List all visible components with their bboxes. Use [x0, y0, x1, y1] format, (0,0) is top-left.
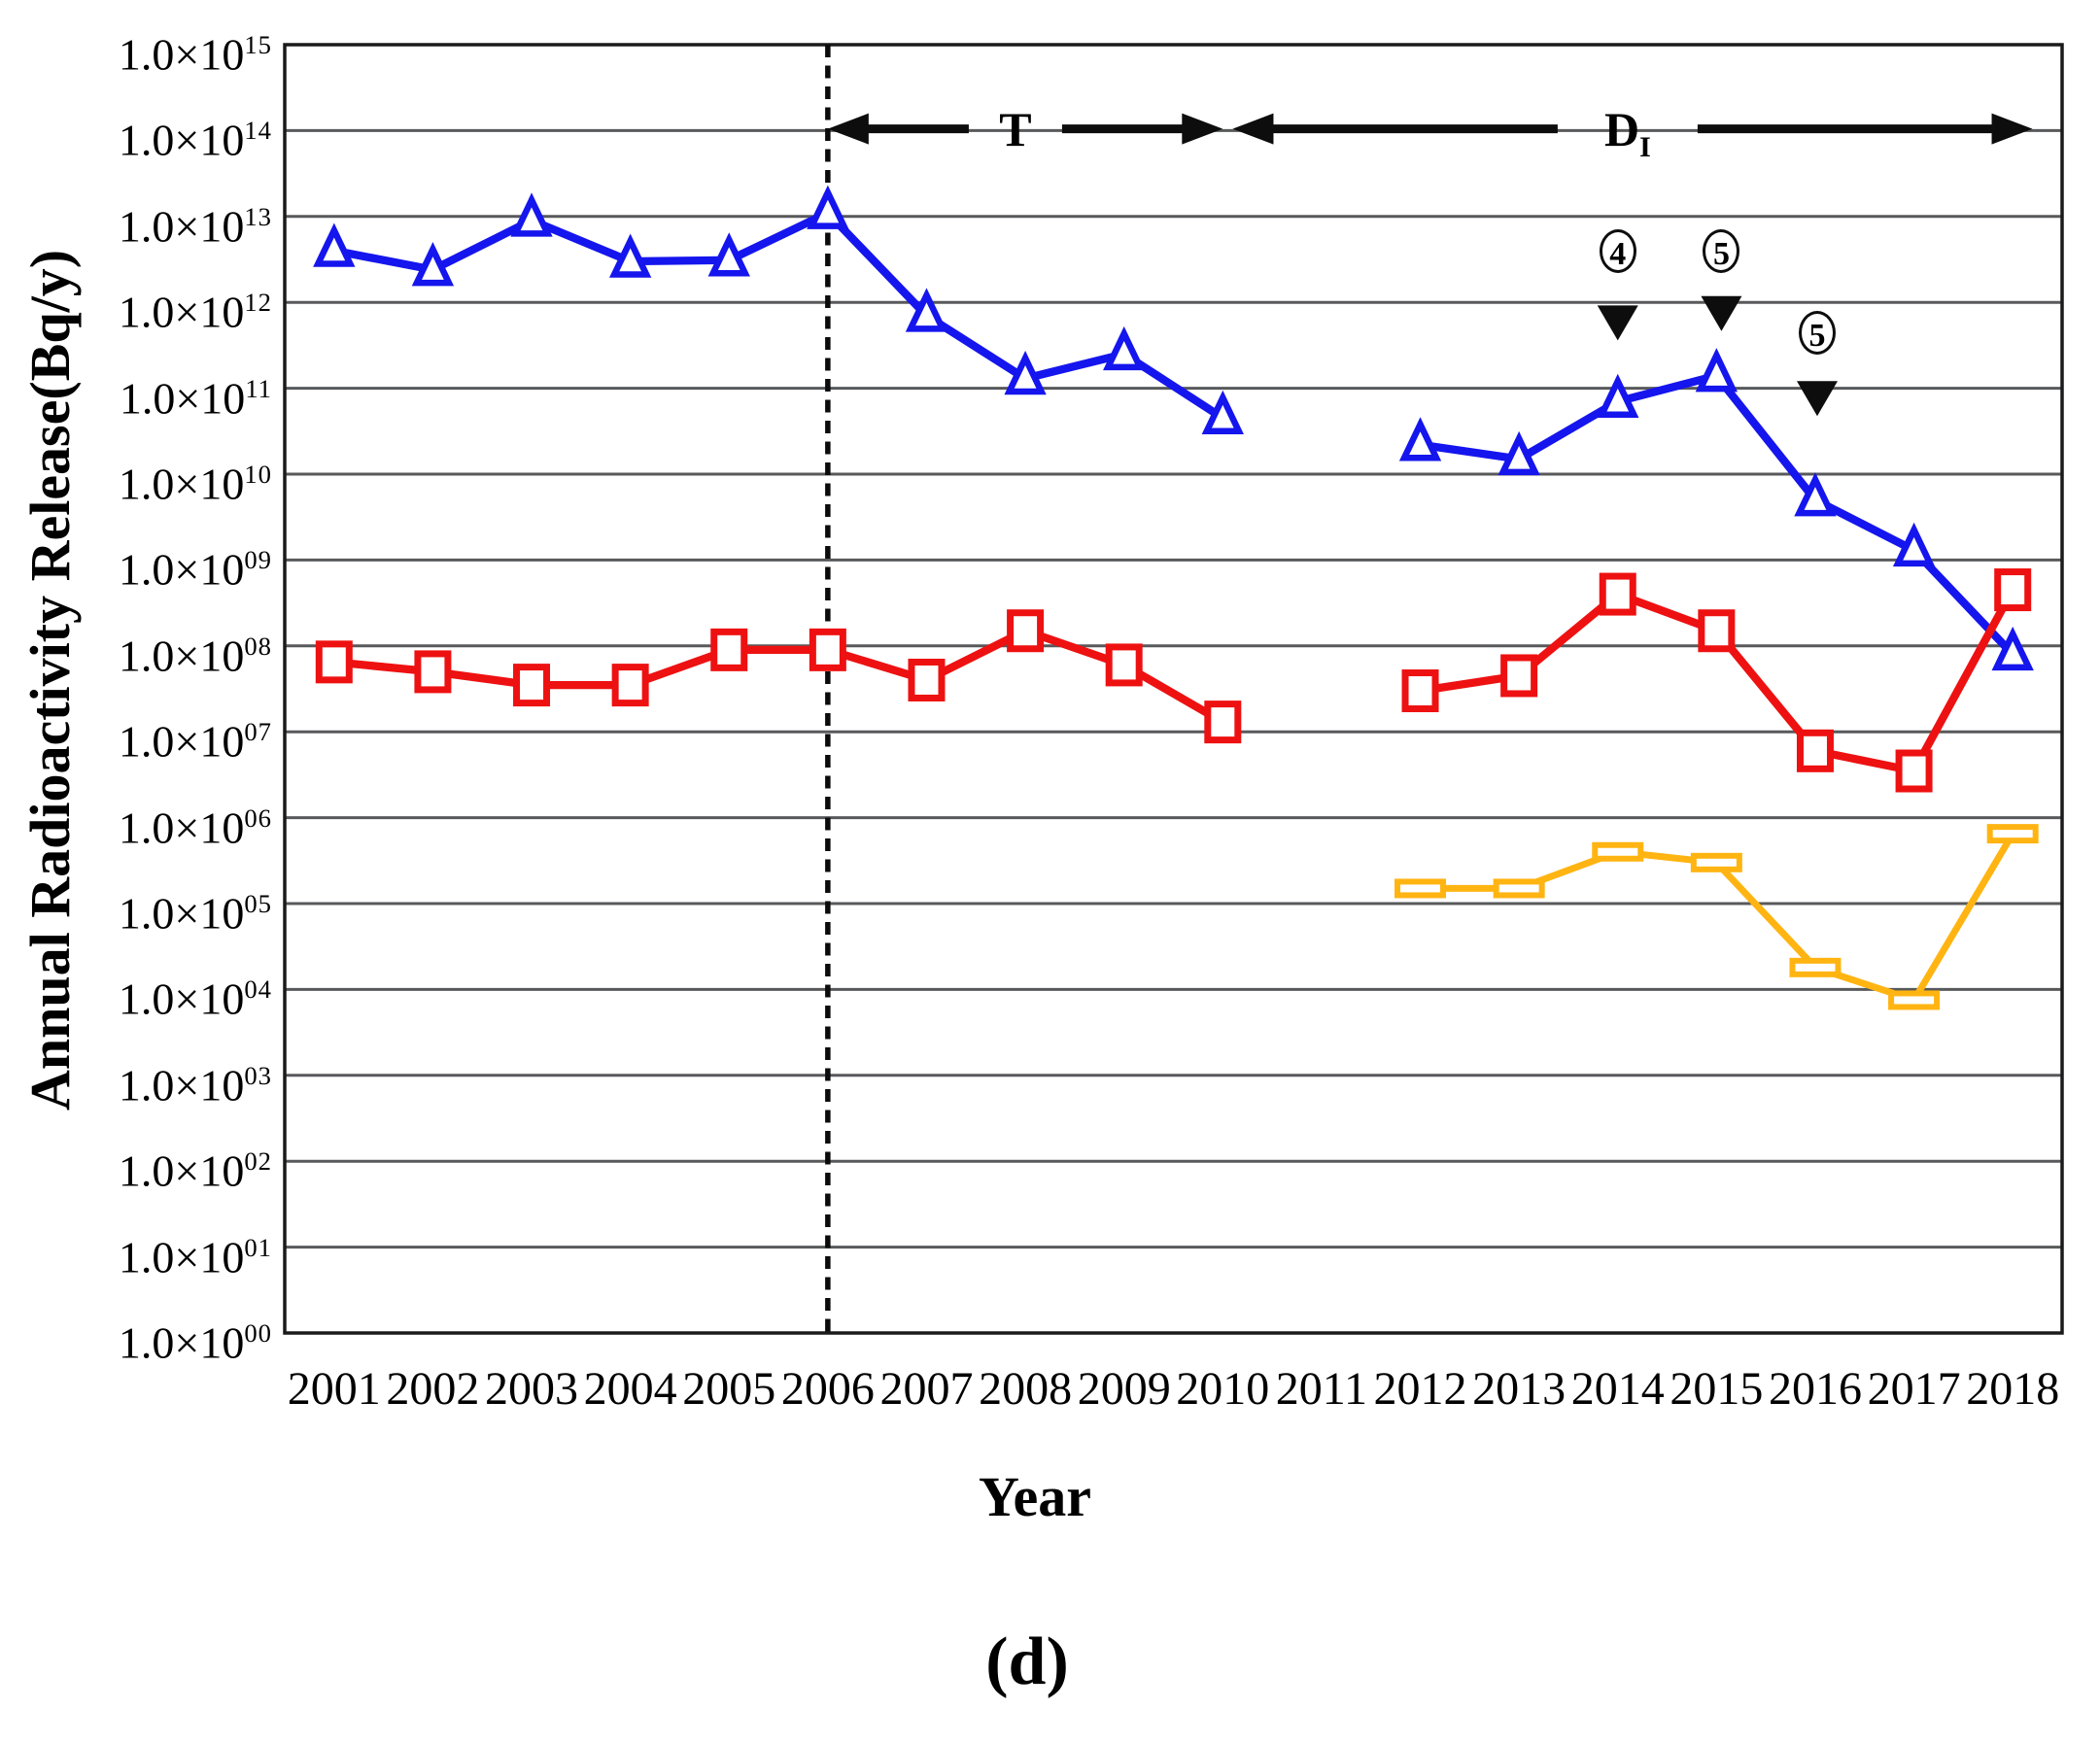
- x-axis-tick-label: 2014: [1570, 1363, 1665, 1415]
- data-point-square: [908, 658, 946, 701]
- circled-number-annotation: 4: [1599, 228, 1636, 273]
- y-axis-tick-label: 1.0×1007: [118, 716, 272, 767]
- y-axis-tick-label: 1.0×1004: [118, 974, 272, 1024]
- plot-border: [283, 43, 2064, 1335]
- y-axis-tick-label: 1.0×1008: [118, 631, 272, 681]
- pointer-down-triangle-icon: [1597, 305, 1638, 341]
- data-point-dash: [1592, 841, 1644, 862]
- data-point-triangle: [1103, 325, 1146, 371]
- data-point-square: [1007, 609, 1045, 653]
- x-axis-tick-label: 2013: [1472, 1363, 1566, 1415]
- x-axis-tick-label: 2001: [287, 1363, 381, 1415]
- data-point-square: [1796, 729, 1834, 772]
- data-point-triangle: [1892, 522, 1936, 567]
- data-point-dash: [1493, 878, 1545, 899]
- x-axis-tick-label: 2016: [1768, 1363, 1862, 1415]
- x-axis-tick-label: 2004: [583, 1363, 677, 1415]
- arrowhead-right: [1991, 113, 2033, 145]
- x-axis-tick-label: 2012: [1373, 1363, 1467, 1415]
- data-point-square: [315, 640, 353, 684]
- x-axis-tick-label: 2009: [1077, 1363, 1171, 1415]
- y-axis-tick-label: 1.0×1009: [118, 544, 272, 595]
- x-axis-tick-label: 2006: [780, 1363, 875, 1415]
- y-axis-tick-label: 1.0×1012: [118, 287, 272, 337]
- x-axis-tick-label: 2005: [682, 1363, 776, 1415]
- y-axis-tick-label: 1.0×1001: [118, 1231, 272, 1282]
- x-axis-tick-label: 2017: [1867, 1363, 1961, 1415]
- y-axis-tick-label: 1.0×1003: [118, 1060, 272, 1111]
- pointer-down-triangle-icon: [1797, 381, 1839, 417]
- data-point-triangle: [905, 288, 948, 332]
- data-point-triangle: [1004, 350, 1047, 395]
- data-point-triangle: [608, 233, 652, 278]
- circled-number-annotation: 5: [1799, 310, 1836, 355]
- data-point-triangle: [313, 222, 356, 267]
- x-axis-tick-label: 2008: [979, 1363, 1073, 1415]
- data-point-triangle: [707, 232, 750, 277]
- data-point-triangle: [411, 242, 455, 287]
- data-point-triangle: [1991, 626, 2034, 671]
- arrowhead-left: [1232, 113, 1274, 145]
- y-axis-tick-label: 1.0×1011: [119, 372, 272, 423]
- x-axis-tick-label: 2015: [1670, 1363, 1764, 1415]
- y-axis-tick-label: 1.0×1005: [118, 888, 272, 939]
- arrowhead-right: [1182, 113, 1223, 145]
- blue-triangle-series-line: [333, 208, 1225, 422]
- data-point-triangle: [1597, 373, 1639, 419]
- data-point-dash: [1888, 990, 1941, 1010]
- data-point-square: [1895, 749, 1933, 793]
- x-axis-tick-label: 2007: [879, 1363, 974, 1415]
- x-axis-tick-label: 2010: [1176, 1363, 1270, 1415]
- y-axis-tick-label: 1.0×1010: [118, 459, 272, 509]
- y-axis-tick-label: 1.0×1014: [118, 115, 272, 165]
- data-point-square: [809, 628, 846, 671]
- data-point-square: [1599, 572, 1636, 616]
- y-axis-tick-label: 1.0×1006: [118, 802, 272, 852]
- data-point-triangle: [1695, 348, 1739, 393]
- data-point-triangle: [510, 192, 553, 237]
- data-point-square: [710, 628, 748, 671]
- data-point-dash: [1690, 852, 1742, 872]
- data-point-square: [1698, 609, 1736, 653]
- data-point-square: [414, 650, 452, 694]
- x-axis-tick-label: 2011: [1275, 1363, 1368, 1415]
- data-point-dash: [1394, 878, 1447, 899]
- y-axis-tick-label: 1.0×1002: [118, 1145, 272, 1196]
- arrowhead-left: [827, 113, 869, 145]
- pointer-down-triangle-icon: [1701, 295, 1742, 331]
- data-point-square: [1105, 643, 1143, 687]
- data-point-triangle: [1794, 472, 1837, 517]
- x-axis-tick-label: 2018: [1966, 1363, 2060, 1415]
- x-axis-tick-label: 2003: [485, 1363, 579, 1415]
- x-axis-tick-label: 2002: [386, 1363, 480, 1415]
- data-point-square: [513, 664, 551, 707]
- y-axis-tick-label: 1.0×1015: [118, 29, 272, 80]
- data-point-triangle: [1498, 430, 1540, 476]
- period-arrow-label: T: [999, 101, 1032, 156]
- red-square-series-line: [333, 626, 1225, 726]
- data-point-dash: [1789, 957, 1842, 977]
- circled-number-annotation: 5: [1703, 228, 1740, 273]
- data-point-square: [1401, 669, 1439, 713]
- data-point-square: [1204, 701, 1242, 744]
- data-point-triangle: [1201, 390, 1244, 435]
- data-point-dash: [1986, 824, 2039, 844]
- y-axis-tick-label: 1.0×1000: [118, 1317, 272, 1368]
- data-point-square: [1994, 568, 2032, 612]
- figure-caption: (d): [985, 1624, 1069, 1699]
- period-arrow-label: DI: [1604, 101, 1651, 163]
- x-axis-title: Year: [979, 1465, 1091, 1528]
- data-point-square: [611, 664, 649, 707]
- data-point-square: [1500, 654, 1538, 698]
- data-point-triangle: [1398, 417, 1442, 461]
- data-point-triangle: [807, 185, 849, 229]
- y-axis-tick-label: 1.0×1013: [118, 201, 272, 252]
